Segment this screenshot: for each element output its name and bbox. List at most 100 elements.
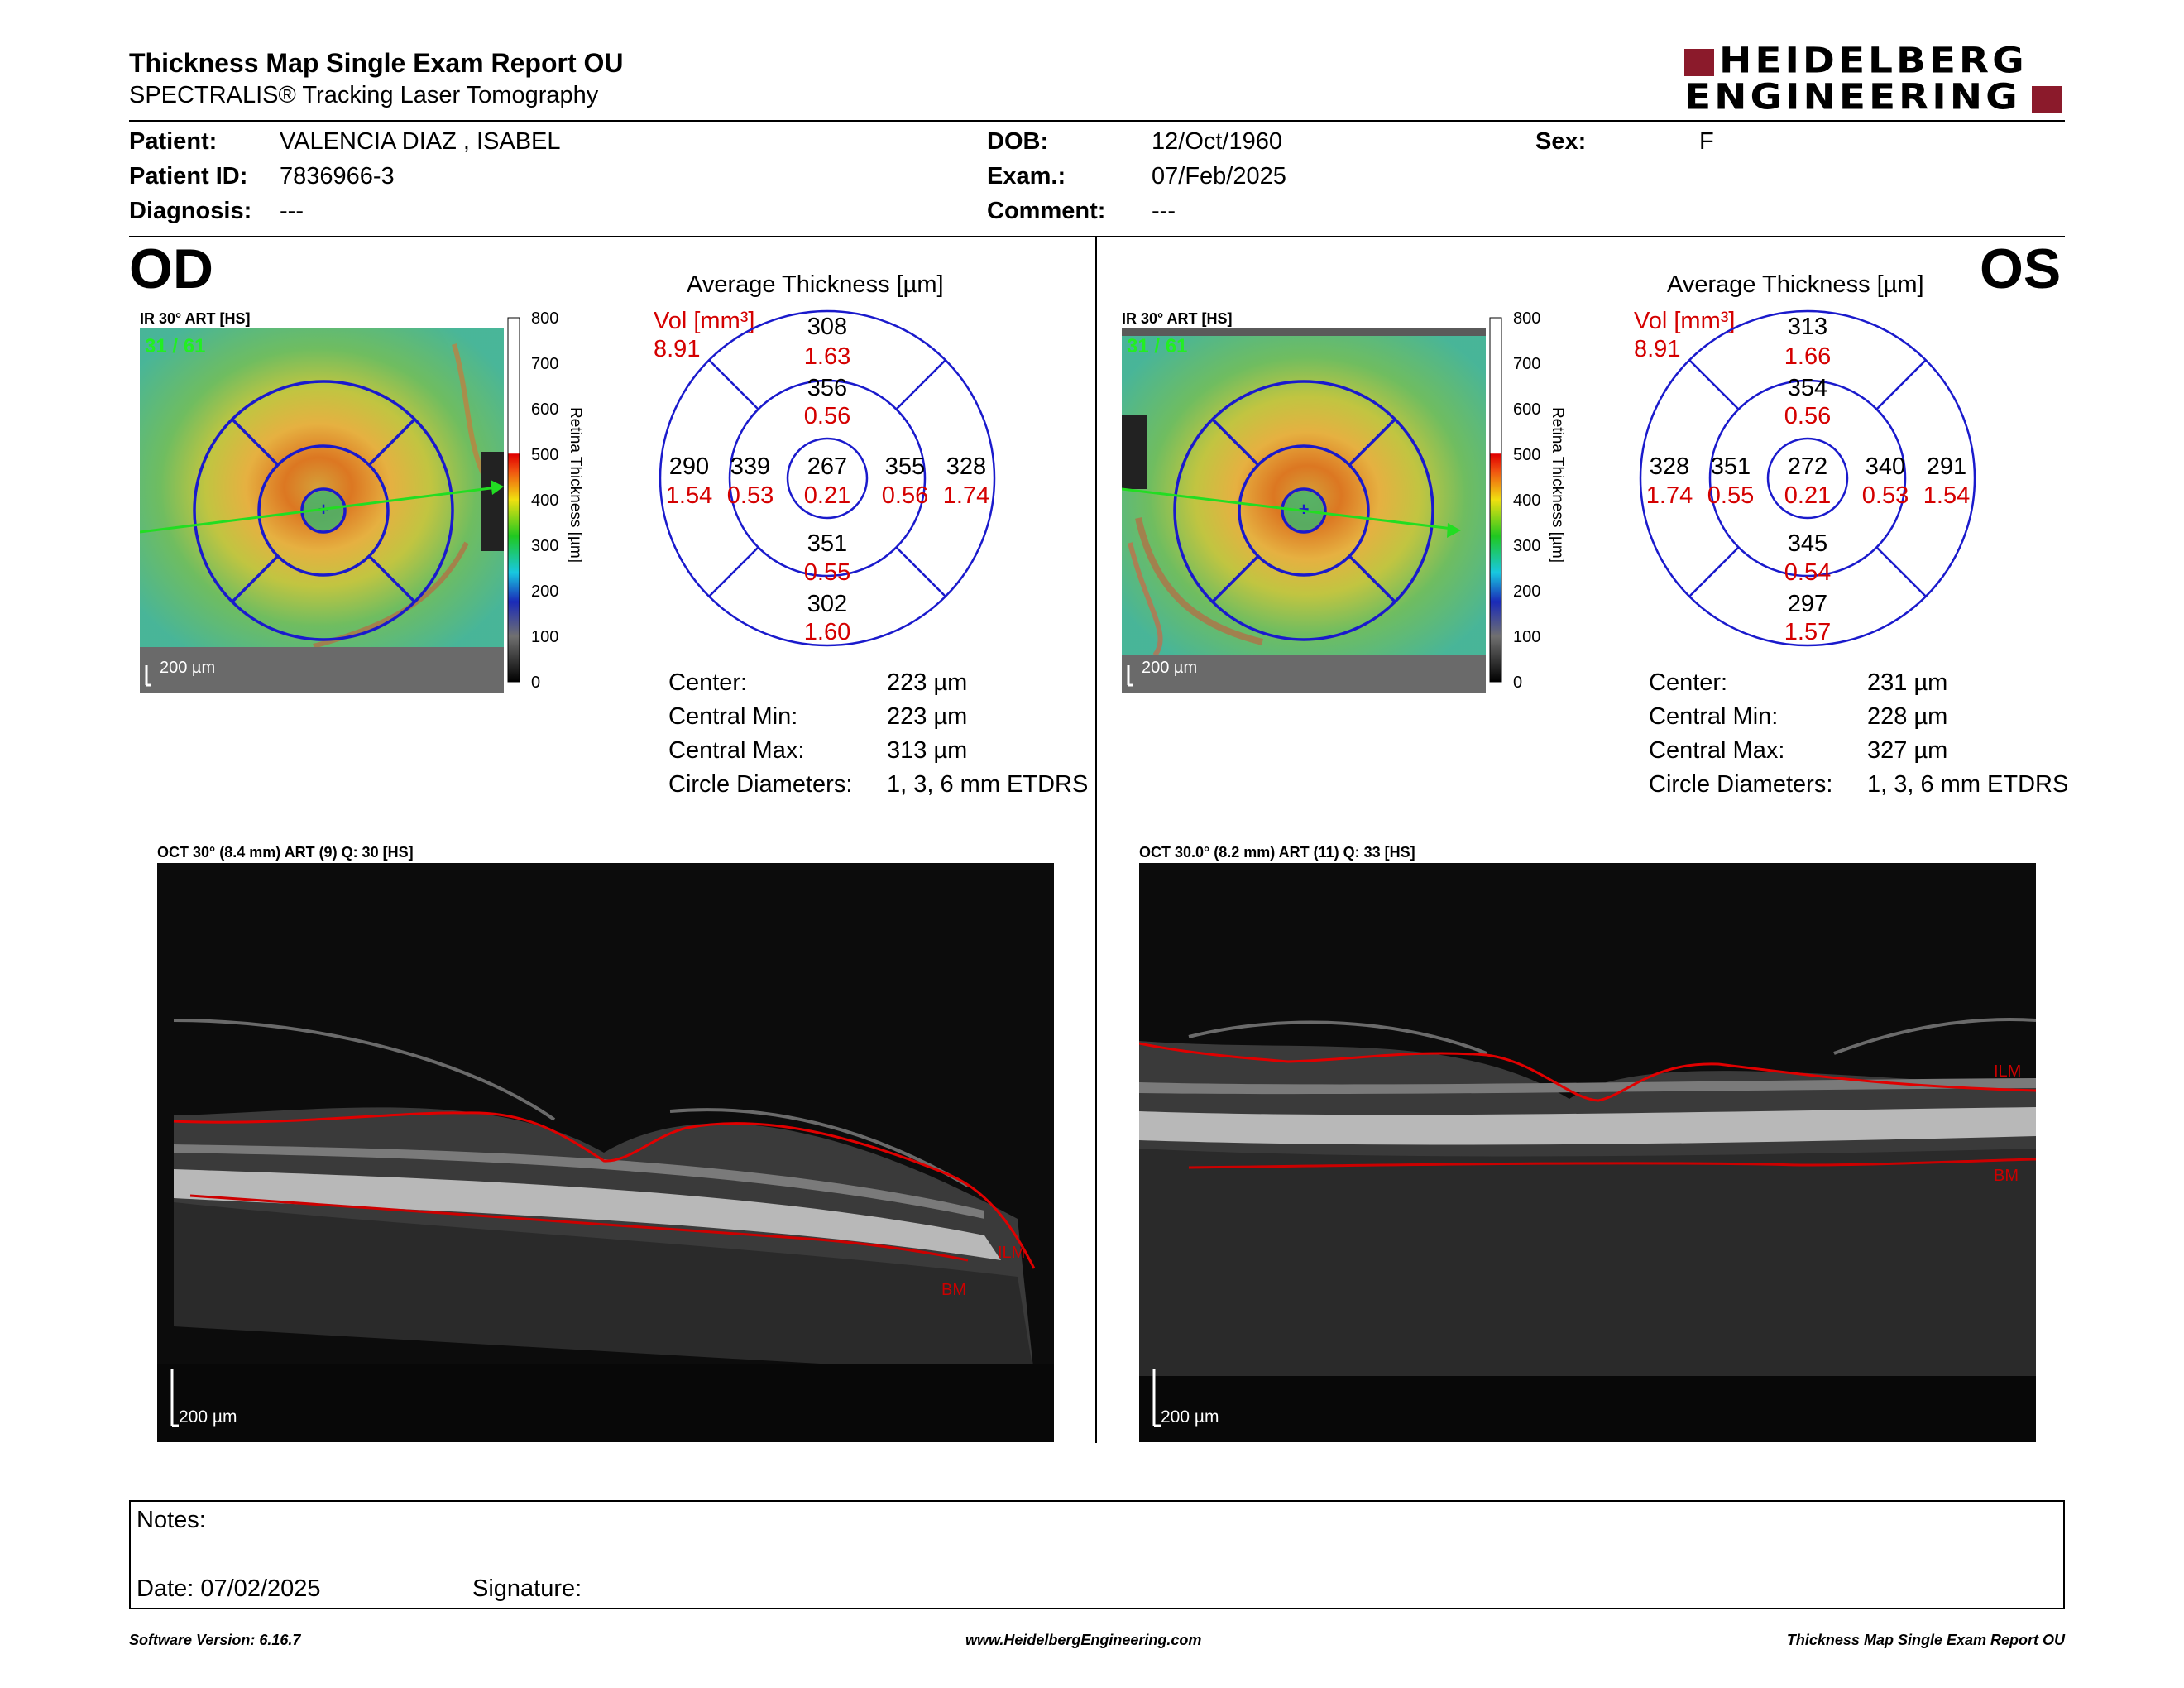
od-optic-disc-edge bbox=[481, 452, 504, 551]
od-avg-title: Average Thickness [µm] bbox=[687, 271, 944, 298]
patient-divider bbox=[129, 236, 2065, 237]
od-colorbar-label: Retina Thickness [µm] bbox=[567, 407, 584, 563]
od-fundus-map: + 31 / 61 200 µm bbox=[140, 328, 504, 693]
os-grid-spoke-nw bbox=[1211, 418, 1260, 467]
od-fovea-center bbox=[304, 491, 343, 530]
os-oct-bscan: ILM BM 200 µm bbox=[1139, 863, 2036, 1442]
od-stat-center-value: 223 µm bbox=[887, 669, 968, 696]
os-center-thickness: 272 bbox=[1788, 453, 1827, 480]
footer-url[interactable]: www.HeidelbergEngineering.com bbox=[965, 1632, 1202, 1648]
os-oct-vitreous-membrane bbox=[1188, 1020, 1487, 1055]
diagnosis-value: --- bbox=[280, 198, 304, 224]
sex-value: F bbox=[1699, 128, 1714, 155]
os-bm-line bbox=[1188, 1158, 2036, 1169]
od-chart-spoke-nw bbox=[708, 359, 759, 410]
comment-value: --- bbox=[1152, 198, 1176, 224]
od-oct-rpe-band bbox=[174, 1169, 1001, 1260]
notes-box[interactable]: Notes: Date: 07/02/2025 Signature: bbox=[129, 1500, 2065, 1609]
os-ilm-label: ILM bbox=[1994, 1062, 2021, 1081]
report-subtitle: SPECTRALIS® Tracking Laser Tomography bbox=[129, 82, 599, 108]
od-grid-spoke-sw bbox=[231, 554, 280, 603]
eye-label-os: OS bbox=[1980, 237, 2062, 300]
os-etdrs-grid bbox=[1173, 380, 1434, 641]
os-stat-min-value: 228 µm bbox=[1867, 703, 1948, 730]
od-outer-superior-thickness: 308 bbox=[807, 314, 847, 340]
os-grid-inner-ring bbox=[1238, 444, 1370, 577]
os-ir-label: IR 30° ART [HS] bbox=[1122, 310, 1233, 327]
od-oct-vitreous-membrane bbox=[173, 1019, 556, 1121]
signature-label: Signature: bbox=[472, 1575, 582, 1602]
exam-value: 07/Feb/2025 bbox=[1152, 163, 1286, 189]
od-colorbar-tick: 300 bbox=[531, 537, 558, 555]
od-stat-center-label: Center: bbox=[668, 669, 748, 696]
od-colorbar-tick: 400 bbox=[531, 492, 558, 510]
od-inner-nasal-thickness: 355 bbox=[885, 453, 925, 480]
os-fundus-map: + 31 / 61 200 µm bbox=[1122, 328, 1486, 693]
os-inner-superior-volume: 0.56 bbox=[1784, 403, 1831, 429]
od-stat-max-label: Central Max: bbox=[668, 737, 805, 764]
os-grid-spoke-ne bbox=[1348, 418, 1396, 467]
os-outer-inferior-volume: 1.57 bbox=[1784, 619, 1831, 645]
os-colorbar-tick: 300 bbox=[1513, 537, 1540, 555]
diagnosis-label: Diagnosis: bbox=[129, 198, 252, 224]
od-colorbar-gradient bbox=[507, 317, 520, 683]
os-vol-label: Vol [mm³] bbox=[1634, 308, 1736, 334]
dob-label: DOB: bbox=[987, 128, 1049, 155]
od-ilm-line bbox=[173, 1111, 1036, 1269]
os-chart-spoke-se bbox=[1875, 546, 1927, 597]
os-colorbar-tick: 0 bbox=[1513, 674, 1522, 692]
os-fundus-scale-label: 200 µm bbox=[1142, 659, 1197, 677]
od-inner-superior-volume: 0.56 bbox=[804, 403, 850, 429]
od-scan-arrow-icon bbox=[491, 480, 504, 495]
os-oct-scale-label: 200 µm bbox=[1161, 1407, 1219, 1427]
os-stat-diam-label: Circle Diameters: bbox=[1649, 771, 1833, 798]
os-chart-spoke-nw bbox=[1688, 359, 1740, 410]
od-colorbar-tick: 600 bbox=[531, 400, 558, 419]
od-colorbar-tick: 700 bbox=[531, 355, 558, 373]
report-title: Thickness Map Single Exam Report OU bbox=[129, 48, 624, 78]
os-colorbar-tick: 600 bbox=[1513, 400, 1540, 419]
notes-label: Notes: bbox=[136, 1507, 206, 1533]
od-oct-scale-label: 200 µm bbox=[179, 1407, 237, 1427]
od-oct-label: OCT 30° (8.4 mm) ART (9) Q: 30 [HS] bbox=[157, 844, 414, 861]
os-inner-superior-thickness: 354 bbox=[1788, 375, 1827, 401]
os-chart-center-ring bbox=[1766, 437, 1849, 520]
os-outer-nasal-thickness: 291 bbox=[1927, 453, 1966, 480]
os-frame-label: 31 / 61 bbox=[1127, 335, 1187, 357]
od-colorbar-tick: 0 bbox=[531, 674, 540, 692]
os-colorbar-tick: 200 bbox=[1513, 583, 1540, 601]
os-grid-spoke-sw bbox=[1211, 554, 1260, 603]
logo-line2: ENGINEERING bbox=[1684, 76, 2021, 118]
od-oct-choroid bbox=[174, 1202, 1034, 1376]
od-colorbar-tick: 800 bbox=[531, 309, 558, 328]
od-inner-superior-thickness: 356 bbox=[807, 375, 847, 401]
os-vessel-1 bbox=[1135, 517, 1263, 645]
os-stat-center-label: Center: bbox=[1649, 669, 1728, 696]
patient-id-label: Patient ID: bbox=[129, 163, 248, 189]
od-grid-spoke-nw bbox=[231, 418, 280, 467]
od-outer-inferior-volume: 1.60 bbox=[804, 619, 850, 645]
os-colorbar-label: Retina Thickness [µm] bbox=[1549, 407, 1566, 563]
od-colorbar-tick: 500 bbox=[531, 446, 558, 464]
os-inner-inferior-thickness: 345 bbox=[1788, 530, 1827, 557]
od-chart-center-ring bbox=[786, 437, 869, 520]
os-fundus-bottom-strip bbox=[1122, 655, 1486, 693]
od-colorbar-tick: 200 bbox=[531, 583, 558, 601]
od-frame-label: 31 / 61 bbox=[145, 335, 205, 357]
od-stat-min-value: 223 µm bbox=[887, 703, 968, 730]
od-inner-temporal-thickness: 339 bbox=[730, 453, 770, 480]
od-oct-bscan: ILM BM 200 µm bbox=[157, 863, 1054, 1442]
od-grid-spoke-ne bbox=[367, 418, 416, 467]
os-scan-line[interactable] bbox=[1122, 487, 1454, 530]
os-fovea-cross-icon: + bbox=[1299, 499, 1310, 520]
os-outer-superior-thickness: 313 bbox=[1788, 314, 1827, 340]
od-scan-line[interactable] bbox=[140, 486, 498, 534]
od-oct-vitreous-membrane-2 bbox=[669, 1108, 970, 1187]
os-oct-bottom bbox=[1139, 1376, 2036, 1442]
os-chart-outer-ring bbox=[1639, 309, 1976, 647]
os-avg-title: Average Thickness [µm] bbox=[1667, 271, 1924, 298]
od-vol-label: Vol [mm³] bbox=[654, 308, 755, 334]
os-grid-center-ring bbox=[1281, 487, 1327, 534]
od-inner-inferior-thickness: 351 bbox=[807, 530, 847, 557]
heidelberg-logo: HEIDELBERG ENGINEERING bbox=[1684, 43, 2065, 119]
